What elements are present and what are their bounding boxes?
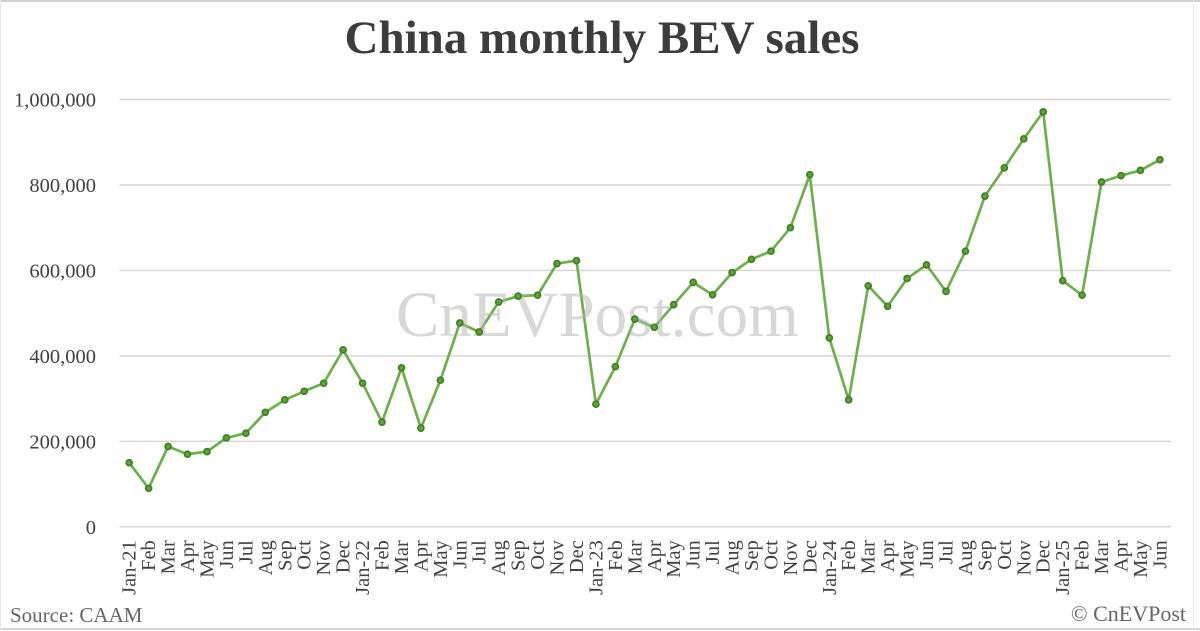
svg-text:Oct: Oct <box>294 540 316 570</box>
svg-text:Feb: Feb <box>138 540 160 571</box>
svg-text:Mar: Mar <box>624 540 646 574</box>
svg-text:Sep: Sep <box>274 540 296 571</box>
svg-text:May: May <box>197 539 219 577</box>
svg-text:Jul: Jul <box>235 540 257 564</box>
svg-text:Dec: Dec <box>333 540 355 573</box>
svg-text:Feb: Feb <box>605 540 627 571</box>
svg-text:Jul: Jul <box>469 540 491 564</box>
svg-text:Oct: Oct <box>761 540 783 570</box>
svg-text:Oct: Oct <box>994 540 1016 570</box>
svg-text:Jun: Jun <box>216 540 238 568</box>
svg-text:May: May <box>897 539 919 577</box>
svg-text:Jun: Jun <box>449 540 471 568</box>
svg-text:200,000: 200,000 <box>29 431 96 453</box>
svg-text:Nov: Nov <box>780 539 802 575</box>
svg-text:May: May <box>430 539 452 577</box>
svg-text:Aug: Aug <box>488 540 510 575</box>
svg-text:Nov: Nov <box>313 539 335 575</box>
svg-text:Jul: Jul <box>936 540 958 564</box>
svg-text:May: May <box>663 539 685 577</box>
svg-text:Apr: Apr <box>177 540 199 572</box>
svg-text:Aug: Aug <box>722 540 744 575</box>
svg-text:Jul: Jul <box>702 540 724 564</box>
svg-text:Aug: Aug <box>255 540 277 575</box>
svg-text:800,000: 800,000 <box>29 175 96 197</box>
svg-text:Jun: Jun <box>683 540 705 568</box>
svg-text:Jan-21: Jan-21 <box>119 540 141 595</box>
svg-text:May: May <box>1130 539 1152 577</box>
svg-text:0: 0 <box>86 517 96 539</box>
svg-text:Jun: Jun <box>1149 540 1171 568</box>
svg-text:Jun: Jun <box>916 540 938 568</box>
svg-text:600,000: 600,000 <box>29 260 96 282</box>
svg-text:Mar: Mar <box>1091 540 1113 574</box>
svg-text:1,000,000: 1,000,000 <box>14 90 96 112</box>
svg-text:Dec: Dec <box>566 540 588 573</box>
svg-text:400,000: 400,000 <box>29 346 96 368</box>
svg-text:Jan-25: Jan-25 <box>1052 540 1074 595</box>
svg-text:Dec: Dec <box>799 540 821 573</box>
svg-text:Apr: Apr <box>1111 540 1133 572</box>
svg-text:Jan-22: Jan-22 <box>352 540 374 595</box>
svg-text:Apr: Apr <box>644 540 666 572</box>
svg-text:Sep: Sep <box>974 540 996 571</box>
svg-text:Mar: Mar <box>158 540 180 574</box>
svg-text:Jan-23: Jan-23 <box>585 540 607 595</box>
svg-text:Dec: Dec <box>1033 540 1055 573</box>
svg-text:Feb: Feb <box>372 540 394 571</box>
svg-text:Nov: Nov <box>547 539 569 575</box>
svg-text:Jan-24: Jan-24 <box>819 540 841 595</box>
svg-text:Mar: Mar <box>391 540 413 574</box>
svg-text:Sep: Sep <box>741 540 763 571</box>
svg-text:Feb: Feb <box>838 540 860 571</box>
svg-text:CnEVPost.com: CnEVPost.com <box>396 279 799 351</box>
svg-text:Nov: Nov <box>1013 539 1035 575</box>
svg-text:Oct: Oct <box>527 540 549 570</box>
svg-text:Sep: Sep <box>508 540 530 571</box>
svg-text:Apr: Apr <box>877 540 899 572</box>
svg-text:Aug: Aug <box>955 540 977 575</box>
svg-text:Feb: Feb <box>1072 540 1094 571</box>
svg-text:Mar: Mar <box>858 540 880 574</box>
svg-text:Apr: Apr <box>410 540 432 572</box>
